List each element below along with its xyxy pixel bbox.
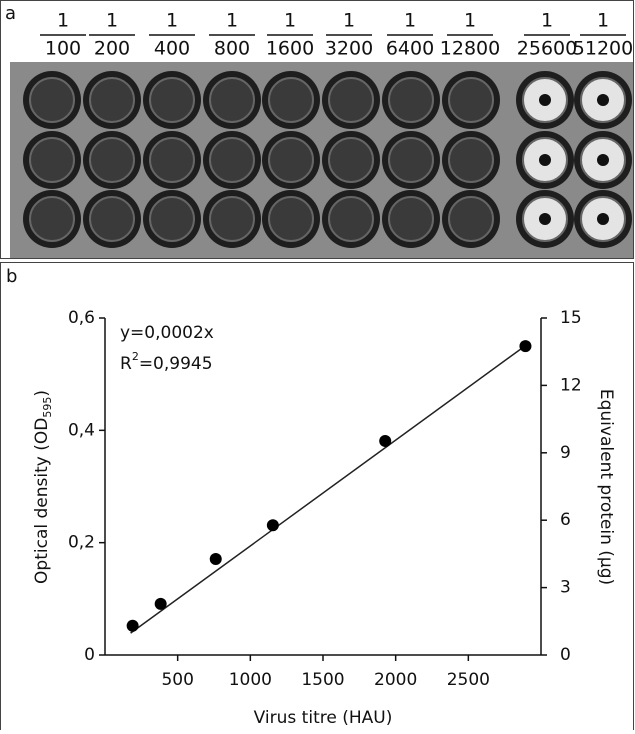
dilution-denominator: 400: [154, 38, 190, 60]
dilution-denominator: 200: [94, 38, 130, 60]
y-label-text: Optical density (OD: [32, 418, 52, 584]
well: [268, 77, 314, 123]
y-axis-label: Optical density (OD595): [32, 390, 54, 584]
well: [448, 137, 494, 183]
dilution-denominator: 25600: [517, 38, 577, 60]
pellet: [539, 213, 551, 225]
dilution-numerator: 1: [464, 10, 476, 32]
y-tick-label: 0: [84, 645, 95, 665]
r2-text: R: [120, 354, 132, 374]
well: [388, 77, 434, 123]
pellet: [539, 94, 551, 106]
dilution-numerator: 1: [343, 10, 355, 32]
dilution-numerator: 1: [284, 10, 296, 32]
equation: y=0,0002x: [120, 323, 214, 343]
dilution-numerator: 1: [166, 10, 178, 32]
y2-tick-label: 9: [560, 443, 571, 463]
x-tick-label: 2000: [374, 670, 417, 690]
well: [89, 137, 135, 183]
data-point: [209, 552, 222, 565]
r2-sup: 2: [132, 350, 139, 363]
dilution-denominator: 6400: [386, 38, 434, 60]
well: [29, 77, 75, 123]
well: [29, 196, 75, 242]
dilution-numerator: 1: [404, 10, 416, 32]
r2-end: =0,9945: [139, 354, 213, 374]
y-tick-label: 0,2: [68, 533, 95, 553]
well: [328, 137, 374, 183]
data-point: [519, 340, 532, 353]
panel-b-frame: [0, 262, 634, 733]
panel-b-label: b: [6, 266, 17, 287]
well: [209, 196, 255, 242]
dilution-numerator: 1: [106, 10, 118, 32]
y2-tick-label: 6: [560, 510, 571, 530]
y-label-sub: 595: [41, 397, 54, 418]
data-point: [266, 519, 279, 532]
well: [209, 137, 255, 183]
x-tick-label: 500: [161, 670, 193, 690]
well: [388, 137, 434, 183]
x-axis-label: Virus titre (HAU): [254, 708, 393, 728]
dilution-numerator: 1: [597, 10, 609, 32]
x-tick-label: 2500: [447, 670, 490, 690]
well: [209, 77, 255, 123]
well: [149, 77, 195, 123]
y-label-end: ): [32, 390, 52, 397]
pellet: [597, 94, 609, 106]
well: [149, 196, 195, 242]
well: [89, 77, 135, 123]
x-tick-label: 1000: [229, 670, 272, 690]
dilution-numerator: 1: [226, 10, 238, 32]
well: [448, 196, 494, 242]
dilution-numerator: 1: [57, 10, 69, 32]
dilution-denominator: 800: [214, 38, 250, 60]
data-point: [126, 619, 139, 632]
well: [149, 137, 195, 183]
well: [448, 77, 494, 123]
y2-tick-label: 15: [560, 308, 582, 328]
trendline: [130, 343, 529, 634]
dilution-denominator: 12800: [440, 38, 500, 60]
well: [268, 137, 314, 183]
y-tick-label: 0,6: [68, 308, 95, 328]
wells: [23, 71, 632, 248]
well: [328, 77, 374, 123]
x-tick-label: 1500: [301, 670, 344, 690]
y-tick-label: 0,4: [68, 420, 95, 440]
well: [89, 196, 135, 242]
y2-tick-label: 12: [560, 375, 582, 395]
dilution-numerator: 1: [541, 10, 553, 32]
well: [328, 196, 374, 242]
r-squared: R2=0,9945: [120, 350, 213, 374]
y2-tick-label: 0: [560, 645, 571, 665]
dilution-denominator: 100: [45, 38, 81, 60]
dilution-denominator: 1600: [266, 38, 314, 60]
pellet: [539, 154, 551, 166]
dilution-denominator: 51200: [573, 38, 633, 60]
well: [388, 196, 434, 242]
well: [268, 196, 314, 242]
y2-tick-label: 3: [560, 578, 571, 598]
well: [29, 137, 75, 183]
pellet: [597, 154, 609, 166]
dilution-denominator: 3200: [325, 38, 373, 60]
y2-axis-label: Equivalent protein (µg): [596, 389, 616, 585]
data-point: [154, 597, 167, 610]
pellet: [597, 213, 609, 225]
data-point: [379, 435, 392, 448]
panel-a-label: a: [5, 3, 16, 24]
panel-a-frame: [0, 0, 634, 259]
